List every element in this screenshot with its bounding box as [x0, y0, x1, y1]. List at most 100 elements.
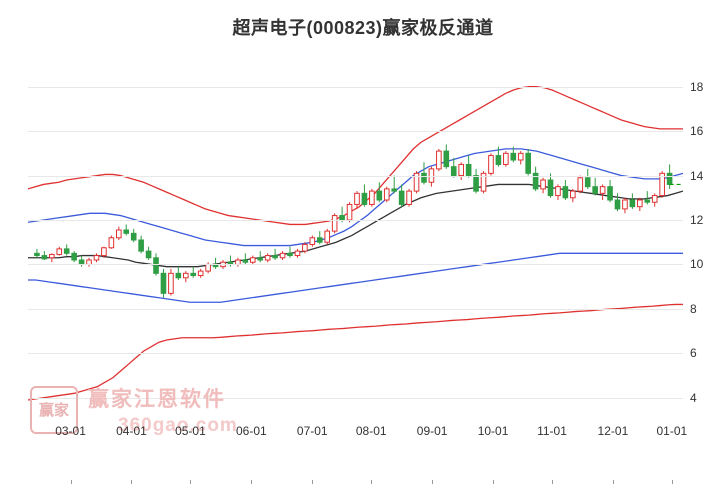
candle-body [56, 248, 63, 255]
candle-body [436, 150, 442, 170]
candle-body [592, 186, 598, 194]
chart-title: 超声电子(000823)赢家极反通道 [232, 18, 494, 38]
candle-body [510, 152, 517, 161]
x-axis-tick-mark [493, 480, 495, 484]
candle-body [607, 186, 613, 201]
series-line-lower-channel [28, 303, 683, 401]
candle-body [160, 272, 167, 294]
candle-body [376, 190, 383, 201]
chart-svg [28, 86, 683, 401]
y-axis-tick-label: 16 [690, 124, 704, 139]
x-axis-tick-mark [312, 480, 314, 484]
candle-body [123, 229, 130, 234]
candle-body [391, 188, 398, 192]
plot-area [28, 60, 683, 484]
candle-body [34, 252, 40, 257]
candle-body [473, 175, 479, 192]
candle-body [242, 259, 249, 263]
candle-body [398, 190, 405, 205]
x-axis-tick-label: 04-01 [116, 424, 147, 438]
x-axis-tick-label: 05-01 [175, 424, 206, 438]
candle-body [197, 270, 204, 277]
x-axis-tick-label: 09-01 [416, 424, 448, 438]
candle-body [637, 199, 643, 208]
x-axis-tick-mark [671, 480, 673, 484]
candle-body [651, 195, 658, 203]
x-axis-tick-label: 06-01 [235, 424, 267, 438]
x-axis-tick-label: 11-01 [537, 424, 567, 438]
candle-body [361, 192, 368, 205]
x-axis-tick-mark [552, 480, 553, 484]
candle-body [517, 152, 524, 161]
candle-body [443, 150, 450, 168]
candle-body [190, 272, 197, 277]
candle-body [354, 192, 360, 205]
candle-body [93, 255, 100, 261]
candle-body [331, 215, 338, 232]
candle-body [279, 252, 286, 259]
candle-body [532, 172, 539, 190]
candle-body [287, 252, 293, 257]
y-axis-tick-label: 8 [690, 301, 697, 316]
candle-body [383, 188, 390, 201]
candle-body [614, 199, 621, 210]
y-axis-tick-label: 10 [690, 257, 704, 272]
candle-body [324, 230, 331, 243]
gridline [28, 264, 683, 266]
candle-body [584, 177, 591, 188]
candle-body [49, 253, 55, 259]
candle-body [406, 190, 412, 205]
candle-body [480, 172, 487, 192]
candle-body [540, 179, 546, 190]
candle-body [450, 166, 457, 177]
candle-body [622, 199, 628, 210]
candle-body [108, 237, 115, 249]
candle-body [41, 255, 48, 260]
candle-body [577, 177, 584, 192]
candle-body [264, 255, 271, 261]
series-line-upper-channel [28, 86, 683, 226]
x-axis-tick-mark [251, 480, 253, 484]
candle-body [413, 172, 420, 192]
gridline [28, 86, 683, 88]
candle-body [346, 203, 353, 221]
candle-body [644, 199, 651, 203]
candle-body [629, 199, 636, 208]
candle-body [257, 257, 264, 261]
x-axis-tick-label: 08-01 [355, 424, 387, 438]
x-axis-tick-mark [190, 480, 192, 484]
candle-body [562, 186, 569, 199]
gridline [28, 175, 683, 177]
candle-body [555, 186, 561, 197]
y-axis-tick-label: 12 [690, 213, 704, 227]
candle-body [272, 255, 278, 259]
candle-body [421, 172, 427, 183]
series-line-mid-lower-channel [28, 252, 683, 303]
gridline [28, 308, 683, 310]
gridline [28, 353, 683, 355]
candle-body [249, 257, 256, 263]
gridline [28, 397, 683, 399]
candle-body [205, 263, 211, 272]
watermark-seal: 赢家 [30, 386, 78, 434]
y-axis-tick-label: 14 [690, 168, 704, 183]
x-axis-tick-label: 03-01 [55, 424, 86, 438]
candle-body [547, 179, 554, 197]
candle-body [63, 248, 70, 254]
candle-body [309, 237, 316, 245]
candle-body [145, 250, 152, 259]
candle-body [570, 190, 576, 199]
x-axis-tick-mark [432, 480, 434, 484]
x-axis-tick-label: 12-01 [597, 424, 629, 438]
candle-body [503, 152, 509, 165]
candle-body [130, 232, 137, 241]
candle-body [599, 186, 606, 194]
candle-body [465, 163, 472, 177]
x-axis-tick-label: 07-01 [296, 424, 328, 438]
chart-container: 超声电子(000823)赢家极反通道 赢家 赢家江恩软件 360gao.com … [28, 18, 704, 484]
candle-body [525, 152, 531, 174]
candle-body [71, 252, 77, 261]
x-axis-tick-mark [131, 480, 133, 484]
candle-body [175, 272, 182, 279]
candle-body [339, 215, 345, 221]
